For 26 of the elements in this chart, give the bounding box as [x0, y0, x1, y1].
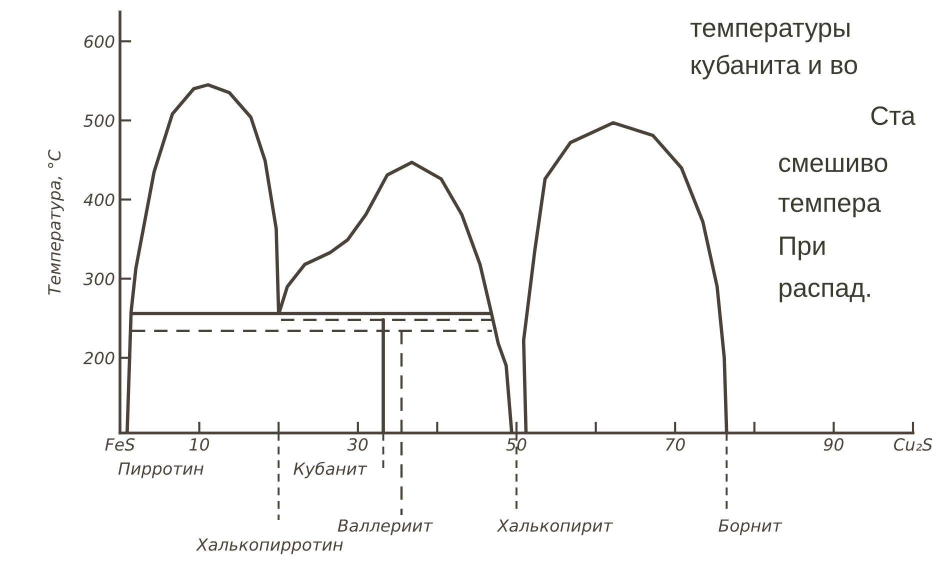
y-tick-label: 600: [84, 35, 114, 48]
x-tick-label: 50: [506, 438, 526, 451]
y-tick-label: 500: [84, 114, 114, 127]
annotation: Ста: [871, 106, 916, 126]
x-tick-label: 70: [666, 438, 685, 451]
text: Халькопирротин: [196, 538, 343, 554]
x-tick-label: 10: [190, 438, 210, 451]
annotation: При: [780, 236, 825, 260]
text: Халькопирит: [496, 519, 614, 536]
x-tick-label: 90: [824, 438, 844, 451]
annotation: смешиво: [779, 158, 888, 172]
y-tick-label: 300: [83, 272, 114, 286]
annotation: кубанита и во: [692, 54, 858, 80]
text: Пирротин: [118, 462, 204, 478]
text: Кубанит: [294, 462, 368, 478]
annotation: распад.: [780, 282, 870, 302]
y-axis-title: Температура, °C: [48, 150, 64, 295]
y-tick-label: 400: [84, 194, 114, 206]
x-tick-label: FeS: [105, 438, 135, 451]
x-tick-label: Cu₂S: [894, 438, 932, 451]
text: Валлериит: [338, 519, 433, 536]
annotation: температуры: [690, 22, 850, 42]
y-tick-label: 200: [83, 352, 114, 364]
annotation: темпера: [778, 198, 881, 218]
x-tick-label: 30: [347, 438, 368, 451]
text: Борнит: [718, 519, 782, 536]
